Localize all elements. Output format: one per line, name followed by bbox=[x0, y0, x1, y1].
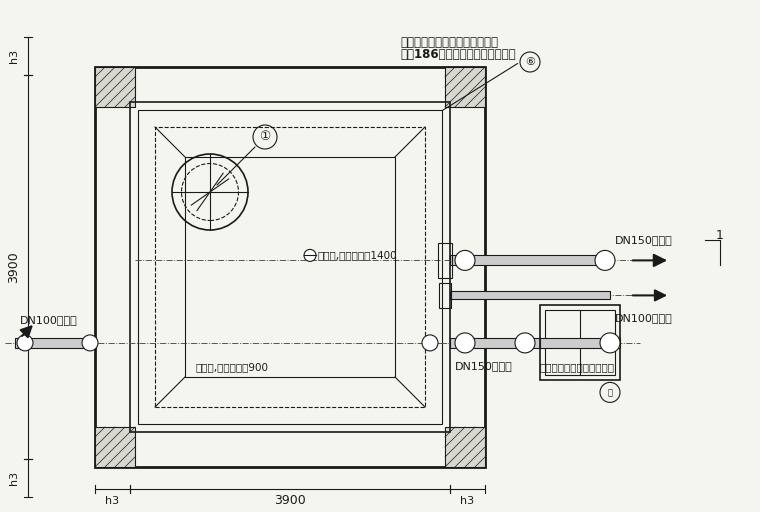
Text: h3: h3 bbox=[106, 496, 119, 506]
Text: 通风管,高出覆土面900: 通风管,高出覆土面900 bbox=[195, 362, 268, 372]
Bar bbox=[95, 67, 485, 467]
Text: 3900: 3900 bbox=[274, 495, 306, 507]
Text: ⑥: ⑥ bbox=[525, 57, 535, 67]
Polygon shape bbox=[95, 67, 135, 107]
Bar bbox=[540, 338, 620, 348]
Text: 顶板预留水位传示装置孔，做法: 顶板预留水位传示装置孔，做法 bbox=[400, 35, 498, 49]
Text: 尺寸根据工程具体情况决定: 尺寸根据工程具体情况决定 bbox=[540, 362, 615, 372]
Bar bbox=[130, 102, 450, 432]
Text: 见第186页，安装要求详见总说明: 见第186页，安装要求详见总说明 bbox=[400, 49, 515, 61]
Bar bbox=[155, 127, 425, 407]
Circle shape bbox=[304, 249, 316, 262]
Text: DN150溢水管: DN150溢水管 bbox=[455, 361, 513, 371]
Text: DN100滤水管: DN100滤水管 bbox=[615, 313, 673, 324]
Bar bbox=[540, 305, 620, 380]
Bar bbox=[450, 255, 610, 265]
Circle shape bbox=[82, 335, 98, 351]
Circle shape bbox=[595, 250, 615, 270]
Polygon shape bbox=[95, 427, 135, 467]
Text: DN150出水管: DN150出水管 bbox=[615, 236, 673, 245]
Bar bbox=[545, 310, 615, 375]
Text: 3900: 3900 bbox=[8, 251, 21, 283]
Text: DN100进水管: DN100进水管 bbox=[20, 315, 78, 325]
Text: 通风管,高出覆土面1400: 通风管,高出覆土面1400 bbox=[318, 250, 397, 261]
Text: ⑮: ⑮ bbox=[607, 388, 613, 397]
Polygon shape bbox=[445, 67, 485, 107]
Circle shape bbox=[17, 335, 33, 351]
Text: h3: h3 bbox=[461, 496, 474, 506]
Text: ①: ① bbox=[259, 131, 271, 143]
Bar bbox=[450, 338, 540, 348]
Text: h3: h3 bbox=[9, 49, 19, 63]
Circle shape bbox=[600, 333, 620, 353]
Polygon shape bbox=[445, 427, 485, 467]
Circle shape bbox=[455, 333, 475, 353]
Bar bbox=[450, 291, 610, 300]
Text: 1: 1 bbox=[716, 229, 724, 242]
Circle shape bbox=[515, 333, 535, 353]
Circle shape bbox=[455, 250, 475, 270]
Bar bbox=[438, 243, 452, 278]
Circle shape bbox=[422, 335, 438, 351]
Text: h3: h3 bbox=[9, 471, 19, 485]
Bar bbox=[138, 110, 442, 424]
Bar bbox=[15, 338, 95, 348]
Bar bbox=[185, 157, 395, 377]
Bar bbox=[439, 283, 451, 308]
